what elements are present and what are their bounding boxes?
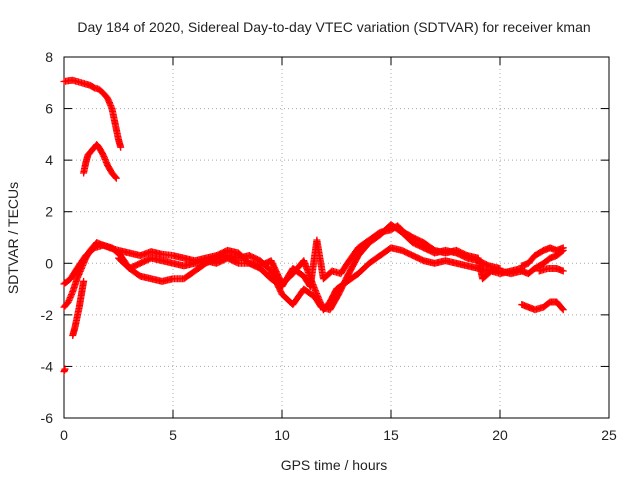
x-tick-label: 25	[601, 427, 617, 443]
y-axis-label: SDTVAR / TECUs	[5, 182, 21, 294]
series-arc-1	[60, 76, 125, 151]
series-arc-9	[518, 244, 567, 270]
y-tick-label: 2	[45, 204, 53, 220]
x-tick-labels: 0 5 10 15 20 25	[60, 427, 617, 443]
data-point	[112, 174, 120, 182]
data-point	[559, 306, 567, 314]
y-tick-label: -2	[41, 307, 54, 323]
data-points	[60, 76, 567, 376]
data-point	[80, 277, 88, 285]
series-arc-11	[535, 264, 567, 275]
x-axis-label: GPS time / hours	[281, 457, 388, 473]
x-tick-label: 20	[492, 427, 508, 443]
y-tick-label: 8	[45, 49, 53, 65]
y-tick-label: 6	[45, 101, 53, 117]
chart-title: Day 184 of 2020, Sidereal Day-to-day VTE…	[77, 19, 590, 35]
y-tick-label: 4	[45, 152, 53, 168]
x-tick-label: 10	[274, 427, 290, 443]
data-point	[61, 365, 69, 373]
grid-lines	[64, 57, 609, 418]
data-point	[559, 267, 567, 275]
data-point	[117, 143, 125, 151]
series-arc-6	[69, 277, 88, 339]
x-tick-label: 0	[60, 427, 68, 443]
data-point	[559, 244, 567, 252]
data-point	[558, 305, 566, 313]
y-tick-label: -6	[41, 410, 54, 426]
series-arc-10	[518, 298, 567, 314]
series-arc-7	[115, 222, 526, 290]
data-point	[111, 173, 119, 181]
series-arc-3	[60, 365, 69, 376]
plot-frame	[63, 56, 610, 419]
y-tick-label: -4	[41, 358, 54, 374]
y-tick-labels: -6 -4 -2 0 2 4 6 8	[41, 49, 54, 426]
y-tick-label: 0	[45, 255, 53, 271]
x-tick-label: 5	[169, 427, 177, 443]
series-arc-2	[80, 141, 120, 182]
x-tick-label: 15	[383, 427, 399, 443]
